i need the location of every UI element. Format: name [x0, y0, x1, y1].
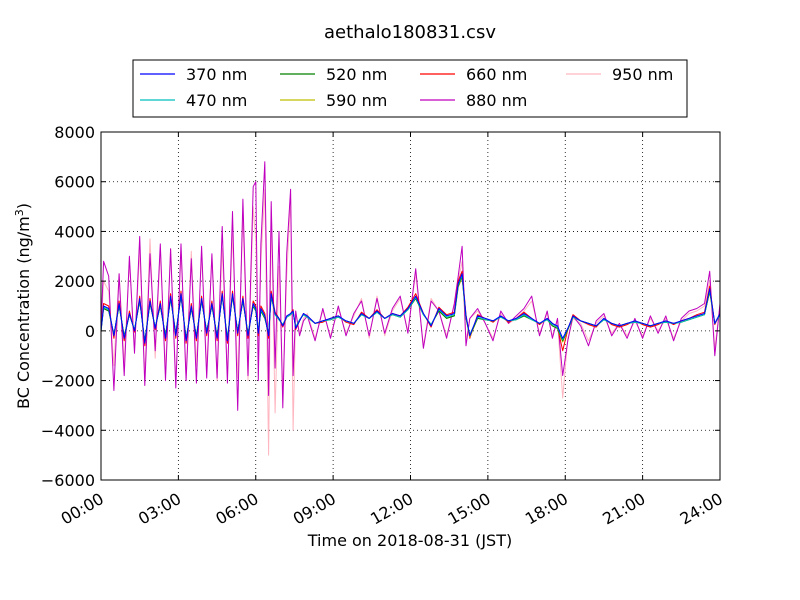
series-line-370-nm: [100, 273, 721, 344]
x-tick-label: 18:00: [522, 489, 571, 529]
y-axis-label: BC Concentration (ng/m3): [13, 203, 33, 409]
legend-label: 880 nm: [466, 91, 527, 110]
x-tick-label: 24:00: [677, 489, 726, 529]
x-tick-label: 03:00: [135, 489, 184, 529]
y-tick-label: −6000: [41, 471, 95, 490]
y-tick-label: 4000: [54, 222, 95, 241]
legend: 370 nm 470 nm 520 nm 590 nm 660 nm 880 nm 950 …: [132, 59, 688, 118]
plot-area: [100, 131, 721, 481]
x-tick-label: 06:00: [212, 489, 261, 529]
y-axis-label-superscript: 3: [13, 209, 26, 216]
chart-title: aethalo180831.csv: [324, 22, 496, 43]
x-axis-label: Time on 2018-08-31 (JST): [307, 531, 512, 550]
legend-label: 370 nm: [186, 65, 247, 84]
x-tick-label: 15:00: [444, 489, 493, 529]
y-tick-label: −2000: [41, 372, 95, 391]
y-tick-label: 2000: [54, 272, 95, 291]
series-lines: [100, 161, 721, 456]
x-tick-label: 21:00: [599, 489, 648, 529]
x-tick-label: 00:00: [58, 489, 107, 529]
legend-label: 590 nm: [326, 91, 387, 110]
y-tick-label: 0: [85, 322, 95, 341]
y-axis-label-main: BC Concentration (ng/m: [14, 216, 33, 409]
y-tick-label: 6000: [54, 173, 95, 192]
y-tick-label: −4000: [41, 421, 95, 440]
x-tick-label: 09:00: [290, 489, 339, 529]
ticks: [100, 131, 721, 481]
x-tick-label: 12:00: [367, 489, 416, 529]
legend-label: 950 nm: [612, 65, 673, 84]
legend-label: 660 nm: [466, 65, 527, 84]
y-axis-label-suffix: ): [14, 203, 33, 209]
legend-label: 470 nm: [186, 91, 247, 110]
legend-label: 520 nm: [326, 65, 387, 84]
y-tick-label: 8000: [54, 123, 95, 142]
legend-frame: [132, 59, 688, 118]
series-line-880-nm: [100, 161, 721, 411]
